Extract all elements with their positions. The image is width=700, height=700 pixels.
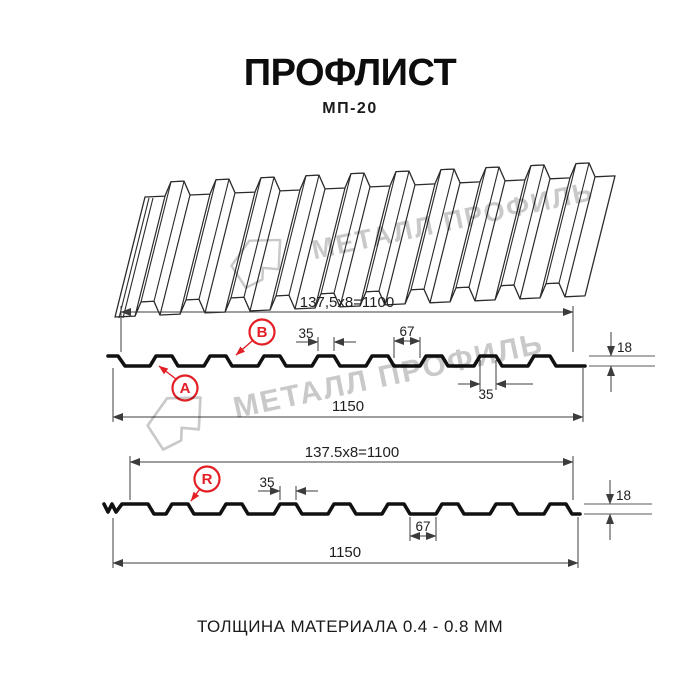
profile-outline-bottom [102,502,582,516]
dim-valley-width-top: 67 [399,324,414,339]
cross-section-top: 137,5x8=1100 35 67 35 18 [106,294,655,422]
dim-coverage-width-bottom: 137.5x8=1100 [305,444,399,461]
page-title: ПРОФЛИСТ [243,52,457,94]
callout-leader-r [190,488,201,502]
callout-circle-r [193,465,221,493]
callout-leader-a [158,365,177,380]
label-radius: R [202,471,213,488]
callout-circle-b [248,318,276,346]
dim-height-bottom: 18 [616,488,631,503]
dim-height-top: 18 [617,340,632,355]
dim-crest-width-bottom: 35 [478,387,493,402]
dim-crest-width-top: 35 [298,326,313,341]
label-side-b: B [257,324,268,341]
profile-outline-top [106,354,587,368]
dim-crest-width: 35 [259,475,274,490]
cross-section-bottom: 137.5x8=1100 35 67 18 1150 [102,444,652,568]
dim-overall-width-top: 1150 [332,398,364,415]
dim-coverage-width-top: 137,5x8=1100 [300,294,394,311]
callout-leader-b [235,340,253,356]
model-name: МП-20 [322,100,378,117]
dim-overall-width-bottom: 1150 [329,544,361,561]
label-side-a: A [180,380,191,397]
dim-valley-width: 67 [415,519,430,534]
material-thickness-note: ТОЛЩИНА МАТЕРИАЛА 0.4 - 0.8 ММ [196,617,504,636]
